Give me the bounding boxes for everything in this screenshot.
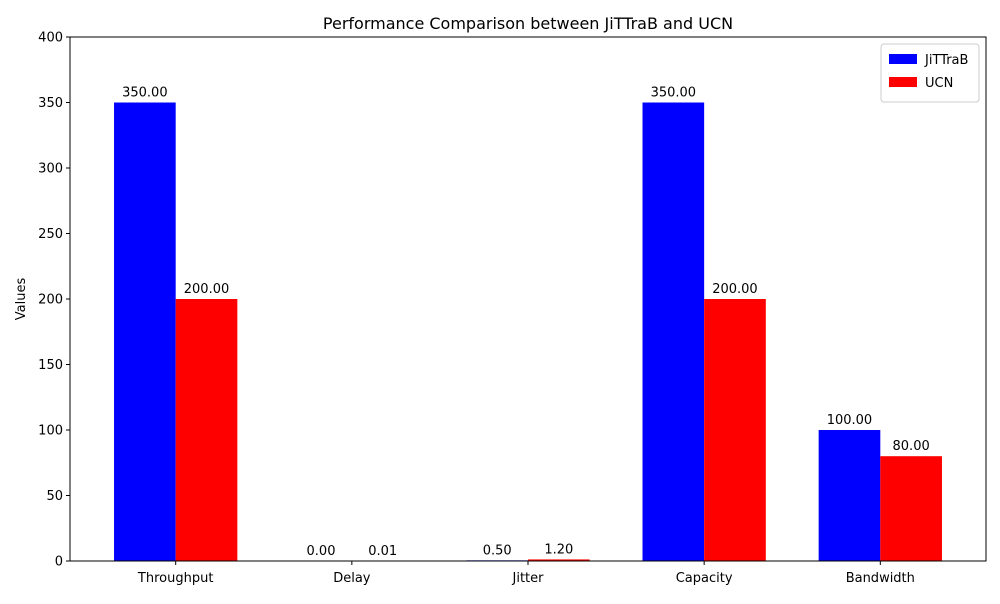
bar-value-label: 0.01 bbox=[368, 544, 397, 559]
bar-value-label: 350.00 bbox=[122, 86, 168, 101]
y-tick-label: 250 bbox=[38, 227, 63, 242]
y-tick-label: 50 bbox=[46, 489, 63, 504]
legend-label: JiTTraB bbox=[924, 53, 968, 68]
bar bbox=[643, 103, 705, 562]
x-axis: Throughput Delay Jitter Capacity Bandwidth bbox=[137, 561, 915, 586]
y-tick-label: 400 bbox=[38, 31, 63, 46]
y-tick-label: 150 bbox=[38, 358, 63, 373]
bar-value-label: 100.00 bbox=[827, 413, 873, 428]
x-tick-label: Delay bbox=[333, 571, 371, 586]
bar-value-label: 1.20 bbox=[544, 542, 573, 557]
x-tick-label: Throughput bbox=[137, 571, 214, 586]
bar-value-label: 0.50 bbox=[483, 543, 512, 558]
x-tick-label: Jitter bbox=[512, 571, 545, 586]
y-axis-label: Values bbox=[14, 278, 29, 321]
bar-value-label: 0.00 bbox=[307, 544, 336, 559]
legend-swatch bbox=[889, 54, 917, 64]
y-tick-label: 100 bbox=[38, 424, 63, 439]
y-tick-label: 350 bbox=[38, 96, 63, 111]
legend-label: UCN bbox=[925, 76, 953, 91]
legend-swatch bbox=[889, 77, 917, 87]
bars-layer bbox=[114, 103, 942, 562]
y-tick-label: 300 bbox=[38, 162, 63, 177]
bar bbox=[704, 299, 766, 561]
legend: JiTTraB UCN bbox=[881, 44, 979, 102]
y-tick-label: 0 bbox=[55, 555, 63, 570]
bar-value-label: 200.00 bbox=[184, 282, 230, 297]
bar-labels-layer: 350.00 0.00 0.50 350.00 100.00 200.00 0.01 1.20… bbox=[122, 86, 930, 559]
bar-value-label: 350.00 bbox=[651, 86, 697, 101]
x-tick-label: Bandwidth bbox=[846, 571, 915, 586]
y-axis: 0 50 100 150 200 250 300 350 400 bbox=[38, 31, 70, 570]
bar-value-label: 200.00 bbox=[712, 282, 758, 297]
bar bbox=[114, 103, 176, 562]
chart-title: Performance Comparison between JiTTraB a… bbox=[323, 14, 733, 33]
y-tick-label: 200 bbox=[38, 293, 63, 308]
bar bbox=[176, 299, 238, 561]
bar bbox=[819, 430, 881, 561]
x-tick-label: Capacity bbox=[676, 571, 733, 586]
bar-value-label: 80.00 bbox=[893, 439, 930, 454]
bar bbox=[880, 456, 942, 561]
